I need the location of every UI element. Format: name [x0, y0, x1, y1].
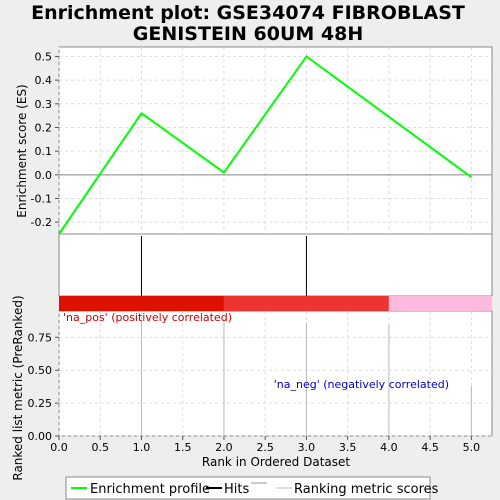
x-tick-label: 4.0 [380, 441, 398, 454]
metric-y-tick-label: 0.25 [28, 397, 53, 410]
metric-bars [140, 320, 472, 436]
es-y-tick-label: 0.4 [35, 74, 53, 87]
metric-y-tick-label: 0.50 [28, 364, 53, 377]
metric-y-tick-label: 0.00 [28, 430, 53, 443]
chart-title-line-1: Enrichment plot: GSE34074 FIBROBLAST [31, 2, 465, 24]
x-tick-label: 4.5 [421, 441, 439, 454]
x-tick-label: 0.5 [91, 441, 109, 454]
color-bar-segment [388, 296, 492, 311]
x-tick-label: 3.0 [298, 441, 316, 454]
es-y-ticks: 0.5 0.4 0.3 0.2 0.1 0.0 -0.1 -0.2 [31, 50, 59, 229]
hits-panel [58, 233, 493, 297]
metric-y-ticks: 0.75 0.50 0.25 0.00 [28, 331, 59, 443]
es-y-tick-label: -0.2 [31, 216, 52, 229]
es-y-tick-label: 0.1 [35, 145, 53, 158]
es-y-tick-label: 0.5 [35, 50, 53, 63]
x-tick-label: 5.0 [463, 441, 481, 454]
x-axis-label: Rank in Ordered Dataset [202, 455, 350, 469]
legend-enrichment-label: Enrichment profile [90, 482, 210, 497]
es-y-tick-label: 0.2 [35, 121, 53, 134]
metric-panel [58, 310, 493, 437]
x-tick-label: 2.0 [215, 441, 233, 454]
x-tick-label: 0.0 [50, 441, 68, 454]
es-y-tick-label: 0.3 [35, 98, 53, 111]
legend: Enrichment profile Hits Ranking metric s… [65, 476, 439, 500]
es-y-tick-label: 0.0 [35, 169, 53, 182]
x-ticks: 0.0 0.5 1.0 1.5 2.0 2.5 3.0 3.5 4.0 4.5 5.0 [50, 436, 480, 454]
x-tick-label: 1.5 [174, 441, 192, 454]
x-tick-label: 1.0 [133, 441, 151, 454]
negative-correlation-label: 'na_neg' (negatively correlated) [274, 378, 449, 391]
x-tick-label: 2.5 [256, 441, 274, 454]
color-bar-segment [223, 296, 389, 311]
es-y-axis-label: Enrichment score (ES) [15, 84, 29, 217]
metric-y-axis-label: Ranked list metric (PreRanked) [11, 295, 25, 480]
legend-hits-label: Hits [224, 482, 249, 497]
legend-metric-label: Ranking metric scores [294, 482, 439, 497]
color-bar-segment [59, 296, 224, 311]
positive-correlation-label: 'na_pos' (positively correlated) [63, 311, 232, 324]
enrichment-profile-line [58, 55, 472, 235]
metric-y-tick-label: 0.75 [28, 331, 53, 344]
es-y-tick-label: -0.1 [31, 192, 52, 205]
legend-box [65, 476, 431, 500]
chart-title-line-2: GENISTEIN 60UM 48H [133, 23, 364, 45]
hit-lines [140, 236, 307, 296]
x-tick-label: 3.5 [339, 441, 357, 454]
color-bar [59, 296, 492, 311]
